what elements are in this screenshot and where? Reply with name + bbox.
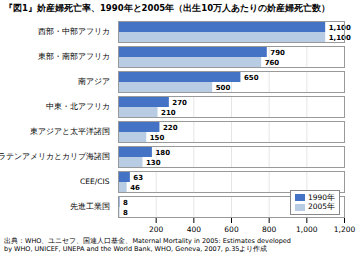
svg-text:46: 46 (130, 184, 140, 192)
svg-text:200: 200 (149, 225, 164, 234)
svg-text:1,100: 1,100 (329, 34, 351, 42)
svg-text:270: 270 (172, 99, 187, 107)
svg-text:1,200: 1,200 (334, 225, 356, 234)
svg-text:500: 500 (216, 84, 231, 92)
html-text:『図1』妎産婦死亡率、1990年と2005年（出生10万人あ: 『図1』妎産婦死亡率、1990年と2005年（出生10万人あたりの妎産婦死亡数） (4, 3, 331, 13)
svg-text:800: 800 (262, 225, 277, 234)
svg-text:650: 650 (244, 74, 259, 82)
svg-text:先進工業国: 先進工業国 (70, 203, 110, 212)
html-text:1990年: 1990年 (307, 192, 335, 202)
svg-text:63: 63 (133, 174, 143, 182)
svg-text:760: 760 (265, 59, 280, 67)
html-text:出典：WHO、ユニセフ、国連人口基金、Maternal Mo: 出典：WHO、ユニセフ、国連人口基金、Maternal Mortality in… (4, 237, 291, 246)
svg-text:150: 150 (150, 134, 165, 142)
svg-text:東アジアと太平洋諸国: 東アジアと太平洋諸国 (30, 128, 110, 137)
svg-text:CEE/CIS: CEE/CIS (80, 178, 110, 187)
html-text:by WHO, UNICEF, UNEPA and the: by WHO, UNICEF, UNEPA and the World Bank… (4, 245, 268, 254)
svg-text:ラテンアメリカとカリブ海諸国: ラテンアメリカとカリブ海諸国 (0, 153, 110, 162)
svg-text:8: 8 (123, 209, 128, 217)
svg-text:400: 400 (187, 225, 202, 234)
svg-text:180: 180 (155, 149, 170, 157)
svg-text:8: 8 (123, 199, 128, 207)
svg-text:210: 210 (161, 109, 176, 117)
html-text:2005年: 2005年 (307, 202, 335, 212)
svg-text:西部・中部アフリカ: 西部・中部アフリカ (38, 28, 110, 37)
svg-text:220: 220 (163, 124, 178, 132)
svg-text:790: 790 (270, 49, 285, 57)
svg-text:東部・南部アフリカ: 東部・南部アフリカ (38, 53, 110, 62)
svg-text:600: 600 (224, 225, 239, 234)
svg-text:1,000: 1,000 (296, 225, 318, 234)
svg-text:1,100: 1,100 (329, 24, 351, 32)
svg-text:130: 130 (146, 159, 161, 167)
svg-text:中東・北アフリカ: 中東・北アフリカ (46, 103, 110, 112)
svg-text:南アジア: 南アジア (78, 78, 110, 87)
